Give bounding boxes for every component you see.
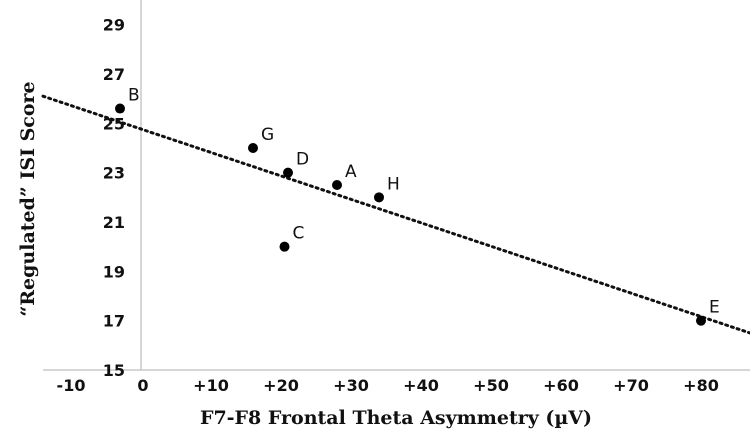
data-point [696, 315, 706, 326]
data-point [115, 103, 125, 114]
x-tick-label: +50 [473, 376, 509, 395]
y-tick-label: 15 [103, 361, 125, 380]
data-point [279, 241, 290, 252]
data-points: B G D A H C E [115, 86, 720, 326]
x-tick-label: +40 [403, 376, 439, 395]
tick-labels: -10 0 +10 +20 +30 +40 +50 +60 +70 +80 15 17 19 21 23 25… [57, 16, 719, 395]
data-point [283, 167, 293, 178]
y-tick-label: 29 [103, 16, 125, 35]
y-tick-label: 23 [103, 164, 125, 183]
point-label: H [387, 174, 400, 194]
x-tick-label: +30 [333, 376, 369, 395]
data-point [374, 192, 384, 203]
data-point [332, 180, 342, 190]
x-tick-label: +60 [543, 376, 579, 395]
point-label: G [261, 125, 274, 145]
axes [43, 0, 750, 371]
point-label: E [709, 298, 720, 318]
y-tick-label: 27 [103, 65, 125, 84]
y-axis-title: “Regulated” ISI Score [17, 81, 39, 316]
point-label: A [345, 162, 357, 182]
x-tick-label: -10 [57, 376, 86, 395]
x-tick-label: +70 [613, 376, 649, 395]
data-point [248, 143, 258, 153]
point-label: C [293, 224, 305, 244]
y-tick-label: 19 [103, 262, 125, 281]
y-tick-label: 25 [103, 114, 125, 133]
x-tick-label: 0 [137, 376, 148, 395]
x-tick-label: +10 [193, 376, 229, 395]
point-label: D [296, 150, 309, 170]
x-tick-label: +20 [263, 376, 299, 395]
point-label: B [128, 86, 140, 106]
trendline [41, 94, 750, 335]
x-axis-title: F7-F8 Frontal Theta Asymmetry (µV) [200, 407, 592, 429]
trendline-layer [41, 94, 750, 335]
y-tick-label: 17 [103, 312, 125, 331]
y-tick-label: 21 [103, 213, 125, 232]
x-tick-label: +80 [683, 376, 719, 395]
